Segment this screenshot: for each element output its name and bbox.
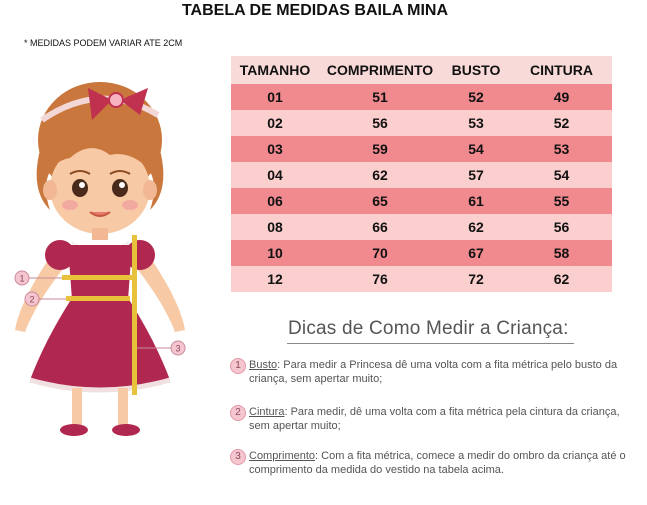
- cell-bust: 72: [468, 271, 484, 287]
- cell-bust: 53: [468, 115, 484, 131]
- table-header-row: TAMANHO COMPRIMENTO BUSTO CINTURA: [231, 56, 612, 84]
- cell-size: 01: [267, 89, 283, 105]
- table-row: 02 56 53 52: [231, 110, 612, 136]
- tip-number-badge: 2: [230, 405, 246, 421]
- page-title: TABELA DE MEDIDAS BAILA MINA: [181, 2, 449, 19]
- tip-term: Comprimento: [249, 450, 316, 462]
- marker-2-icon: [24, 291, 66, 307]
- marker-1-icon: [14, 270, 62, 286]
- header-bust: BUSTO: [451, 62, 501, 78]
- marker-3-label: 3: [175, 344, 180, 354]
- cell-bust: 62: [468, 219, 484, 235]
- marker-3-icon: [137, 340, 186, 356]
- cell-length: 62: [372, 167, 388, 183]
- tip-text: : Com a fita métrica, comece a medir do …: [249, 450, 626, 476]
- cell-length: 66: [372, 219, 388, 235]
- cell-length: 65: [372, 193, 388, 209]
- header-waist: CINTURA: [530, 62, 593, 78]
- cell-waist: 55: [553, 193, 570, 209]
- cell-waist: 49: [553, 89, 570, 105]
- table-row: 08 66 62 56: [231, 214, 612, 240]
- girl-illustration: 1 2 3: [14, 82, 186, 436]
- cell-waist: 62: [553, 271, 570, 287]
- cell-size: 02: [267, 115, 283, 131]
- cell-waist: 54: [553, 167, 570, 183]
- cell-bust: 54: [468, 141, 484, 157]
- tip-term: Busto: [249, 359, 278, 371]
- cell-length: 56: [372, 115, 388, 131]
- size-table: TAMANHO COMPRIMENTO BUSTO CINTURA 01 51 …: [231, 56, 612, 292]
- cell-size: 04: [267, 167, 283, 183]
- cell-bust: 67: [468, 245, 484, 261]
- tips-divider: [287, 343, 574, 344]
- table-row: 01 51 52 49: [231, 84, 612, 110]
- cell-length: 59: [372, 141, 388, 157]
- tips-heading: Dicas de Como Medir a Criança:: [288, 318, 569, 339]
- cell-waist: 52: [553, 115, 570, 131]
- cell-length: 70: [372, 245, 388, 261]
- table-row: 12 76 72 62: [231, 266, 612, 292]
- marker-2-label: 2: [29, 295, 34, 305]
- table-row: 06 65 61 55: [231, 188, 612, 214]
- cell-size: 12: [267, 271, 283, 287]
- tip-term: Cintura: [249, 406, 285, 418]
- tip-number-badge: 1: [230, 358, 246, 374]
- table-row: 03 59 54 53: [231, 136, 612, 162]
- cell-waist: 56: [553, 219, 570, 235]
- cell-length: 51: [372, 89, 388, 105]
- header-length: COMPRIMENTO: [326, 62, 434, 78]
- cell-size: 08: [267, 219, 283, 235]
- cell-length: 76: [372, 271, 388, 287]
- cell-bust: 57: [468, 167, 484, 183]
- tip-number-badge: 3: [230, 449, 246, 465]
- bow-icon: [88, 88, 148, 120]
- table-row: 10 70 67 58: [231, 240, 612, 266]
- marker-1-label: 1: [19, 274, 24, 284]
- cell-waist: 58: [553, 245, 570, 261]
- tip-text: : Para medir, dê uma volta com a fita mé…: [249, 406, 620, 432]
- cell-size: 06: [267, 193, 283, 209]
- cell-bust: 52: [468, 89, 484, 105]
- cell-waist: 53: [553, 141, 570, 157]
- tip-text: : Para medir a Princesa dê uma volta com…: [249, 359, 618, 385]
- cell-size: 10: [267, 245, 283, 261]
- table-row: 04 62 57 54: [231, 162, 612, 188]
- cell-size: 03: [267, 141, 283, 157]
- header-size: TAMANHO: [239, 62, 311, 78]
- measurement-note: * MEDIDAS PODEM VARIAR ATE 2CM: [24, 38, 183, 48]
- cell-bust: 61: [468, 193, 484, 209]
